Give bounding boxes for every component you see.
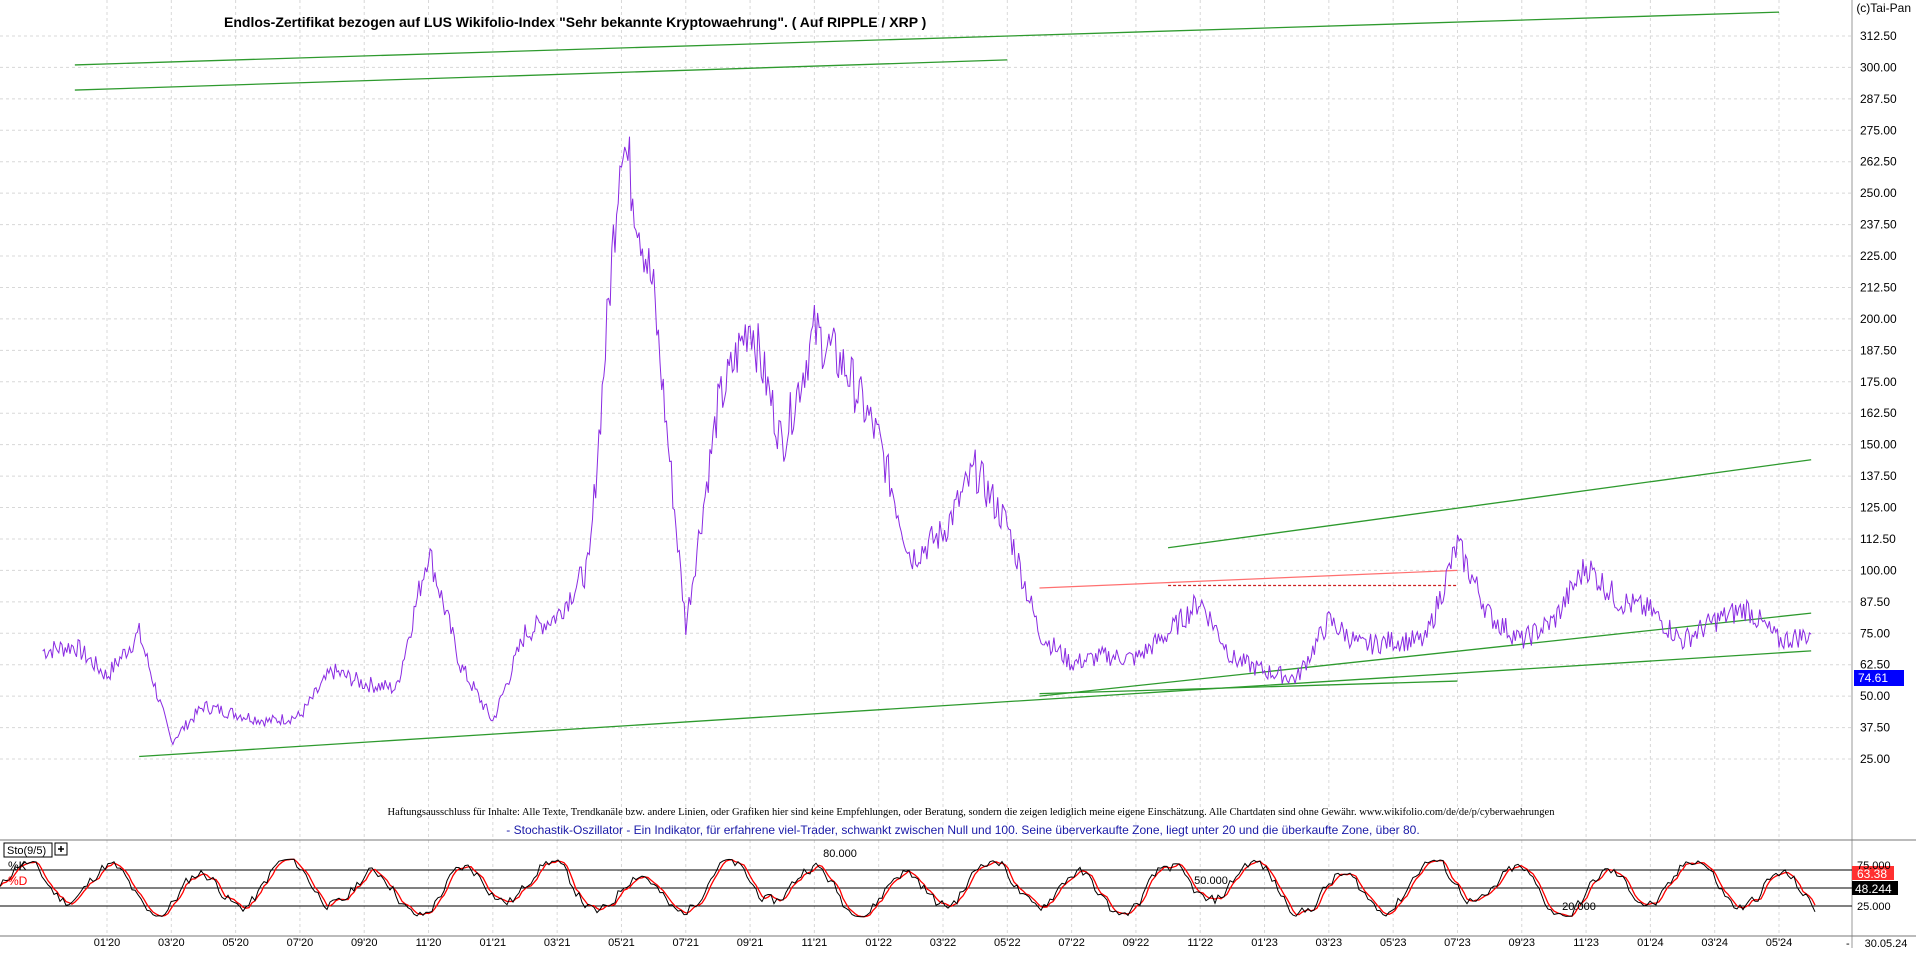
price-ytick-label: 262.50 bbox=[1860, 155, 1897, 169]
copyright-label: (c)Tai-Pan bbox=[1856, 1, 1911, 15]
x-tick-label: 05'21 bbox=[608, 937, 635, 948]
x-tick-label: 05'20 bbox=[222, 937, 249, 948]
x-tick-label: 01'21 bbox=[480, 937, 507, 948]
osc-series-k-label: %K bbox=[8, 859, 27, 873]
price-ytick-label: 37.50 bbox=[1860, 721, 1890, 735]
chart-title: Endlos-Zertifikat bezogen auf LUS Wikifo… bbox=[224, 14, 926, 30]
osc-ytick-75: 75.000 bbox=[1857, 860, 1891, 872]
x-tick-label: 11'21 bbox=[802, 937, 828, 948]
price-ytick-label: 237.50 bbox=[1860, 218, 1897, 232]
last-value-badge bbox=[1854, 670, 1904, 686]
osc-d-badge bbox=[1852, 866, 1894, 880]
trendline bbox=[139, 650, 1812, 758]
price-ytick-label: 87.50 bbox=[1860, 595, 1890, 609]
osc-level-20: 20.000 bbox=[1562, 901, 1596, 913]
price-ytick-label: 312.50 bbox=[1860, 29, 1897, 43]
price-ytick-label: 100.00 bbox=[1860, 563, 1897, 577]
osc-k-badge bbox=[1852, 881, 1898, 895]
x-tick-label: 07'21 bbox=[672, 937, 699, 948]
price-ytick-label: 125.00 bbox=[1860, 501, 1897, 515]
scroll-dash[interactable]: - bbox=[1846, 938, 1850, 950]
price-ytick-label: 112.50 bbox=[1860, 532, 1896, 546]
x-tick-label: 05'24 bbox=[1766, 937, 1793, 948]
osc-k-last: 48.244 bbox=[1855, 882, 1892, 896]
price-ytick-label: 150.00 bbox=[1860, 438, 1897, 452]
price-series-line bbox=[42, 136, 1812, 746]
x-tick-label: 05'23 bbox=[1380, 937, 1407, 948]
price-ytick-label: 225.00 bbox=[1860, 249, 1897, 263]
x-tick-label: 07'23 bbox=[1444, 937, 1471, 948]
x-tick-label: 07'22 bbox=[1058, 937, 1085, 948]
oscillator-lines bbox=[0, 858, 1816, 918]
price-ytick-label: 200.00 bbox=[1860, 312, 1897, 326]
x-tick-label: 01'22 bbox=[865, 937, 892, 948]
x-tick-label: 01'23 bbox=[1251, 937, 1278, 948]
x-tick-label: 01'24 bbox=[1637, 937, 1664, 948]
osc-level-80: 80.000 bbox=[823, 848, 857, 860]
x-tick-label: 09'20 bbox=[351, 937, 378, 948]
osc-d-last: 63.38 bbox=[1857, 867, 1887, 881]
last-date-label: 30.05.24 bbox=[1865, 938, 1908, 948]
price-ytick-label: 50.00 bbox=[1860, 689, 1890, 703]
price-ytick-label: 162.50 bbox=[1860, 406, 1897, 420]
last-value-label: 74.61 bbox=[1858, 671, 1888, 685]
price-ytick-label: 175.00 bbox=[1860, 375, 1897, 389]
x-tick-label: 11'22 bbox=[1187, 937, 1213, 948]
price-ytick-label: 212.50 bbox=[1860, 280, 1897, 294]
x-tick-label: 09'21 bbox=[737, 937, 764, 948]
x-tick-label: 11'20 bbox=[416, 937, 442, 948]
x-tick-label: 03'24 bbox=[1701, 937, 1728, 948]
price-ytick-label: 25.00 bbox=[1860, 752, 1890, 766]
trendline bbox=[74, 59, 1008, 91]
trendline bbox=[1039, 612, 1812, 697]
price-ytick-label: 187.50 bbox=[1860, 343, 1897, 357]
x-tick-label: 09'23 bbox=[1508, 937, 1535, 948]
trendline bbox=[1167, 459, 1812, 549]
price-ytick-label: 137.50 bbox=[1860, 469, 1897, 483]
x-tick-label: 11'23 bbox=[1573, 937, 1599, 948]
disclaimer-text: Haftungsausschluss für Inhalte: Alle Tex… bbox=[388, 807, 1556, 818]
trendlines bbox=[74, 11, 1812, 758]
osc-k-line bbox=[0, 858, 1816, 918]
x-tick-label: 03'23 bbox=[1316, 937, 1343, 948]
price-ytick-label: 75.00 bbox=[1860, 626, 1890, 640]
price-ytick-label: 287.50 bbox=[1860, 92, 1897, 106]
x-tick-label: 01'20 bbox=[94, 937, 121, 948]
price-ytick-label: 275.00 bbox=[1860, 123, 1897, 137]
price-ytick-label: 62.50 bbox=[1860, 658, 1890, 672]
osc-series-d-label: %D bbox=[8, 874, 28, 888]
x-tick-label: 09'22 bbox=[1123, 937, 1150, 948]
x-tick-label: 05'22 bbox=[994, 937, 1021, 948]
x-axis-ticks: 01'20 03'20 05'20 07'20 09'20 11'20 01'21 03'21… bbox=[94, 937, 1793, 949]
x-tick-label: 03'22 bbox=[930, 937, 957, 948]
resistance-line bbox=[1039, 569, 1458, 589]
price-ytick-label: 300.00 bbox=[1860, 60, 1897, 74]
price-line bbox=[42, 136, 1812, 746]
x-tick-label: 03'20 bbox=[158, 937, 185, 948]
trendline bbox=[1039, 680, 1458, 695]
osc-legend-box[interactable] bbox=[3, 842, 53, 858]
oscillator-note: - Stochastik-Oszillator - Ein Indikator,… bbox=[506, 823, 1419, 837]
price-ytick-label: 250.00 bbox=[1860, 186, 1897, 200]
x-tick-label: 07'20 bbox=[287, 937, 314, 948]
osc-legend-label: Sto(9/5) bbox=[7, 845, 46, 857]
osc-level-50: 50.000 bbox=[1194, 875, 1228, 887]
osc-ytick-25: 25.000 bbox=[1857, 901, 1891, 913]
x-tick-label: 03'21 bbox=[544, 937, 571, 948]
trendline bbox=[74, 11, 1780, 66]
